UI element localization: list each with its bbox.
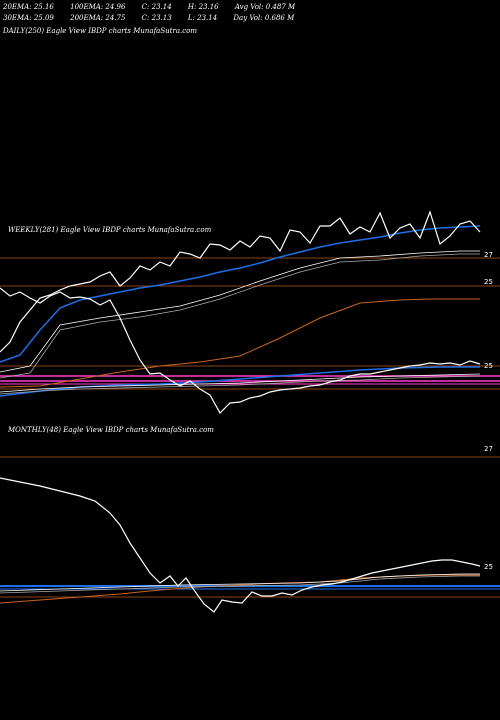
weekly-tick-27: 27 bbox=[484, 251, 493, 259]
daily-ema-white-1 bbox=[0, 250, 480, 373]
monthly-ema-gray bbox=[0, 575, 480, 594]
stat-200ema: 200EMA: 24.75 bbox=[70, 14, 126, 22]
daily-panel-label: DAILY(250) Eagle View IBDP charts Munafa… bbox=[3, 27, 197, 35]
daily-ema-blue bbox=[0, 225, 481, 363]
stat-30ema: 30EMA: 25.09 bbox=[3, 14, 54, 22]
weekly-ema-white-1 bbox=[0, 373, 481, 393]
weekly-tick-26: 25 bbox=[484, 278, 493, 286]
monthly-tick-27: 27 bbox=[484, 445, 493, 453]
stat-100ema: 100EMA: 24.96 bbox=[70, 3, 126, 11]
stats-row-2: 30EMA: 25.09 200EMA: 24.75 C: 23.13 L: 2… bbox=[3, 14, 308, 23]
monthly-ema-white bbox=[0, 573, 480, 592]
monthly-panel-label: MONTHLY(48) Eagle View IBDP charts Munaf… bbox=[8, 426, 214, 434]
weekly-ema-gray-1 bbox=[0, 375, 481, 395]
stats-row-1: 20EMA: 25.16 100EMA: 24.96 C: 23.14 H: 2… bbox=[3, 3, 309, 12]
daily-price-line bbox=[0, 210, 481, 353]
monthly-tick-25: 25 bbox=[484, 563, 493, 571]
stat-close-2: C: 23.13 bbox=[141, 14, 172, 22]
daily-ema-gray-1 bbox=[0, 253, 480, 379]
weekly-ema-orange bbox=[0, 298, 480, 388]
weekly-tick-25: 25 bbox=[484, 362, 493, 370]
weekly-price-line bbox=[0, 287, 481, 414]
weekly-panel-label: WEEKLY(281) Eagle View IBDP charts Munaf… bbox=[8, 226, 212, 234]
stat-avg-vol: Avg Vol: 0.487 M bbox=[234, 3, 296, 11]
stat-close: C: 23.14 bbox=[141, 3, 172, 11]
stat-high: H: 23.16 bbox=[187, 3, 219, 11]
monthly-price-line bbox=[0, 477, 481, 613]
stat-low: L: 23.14 bbox=[187, 14, 218, 22]
stat-20ema: 20EMA: 25.16 bbox=[3, 3, 54, 11]
stat-day-vol: Day Vol: 0.686 M bbox=[233, 14, 295, 22]
